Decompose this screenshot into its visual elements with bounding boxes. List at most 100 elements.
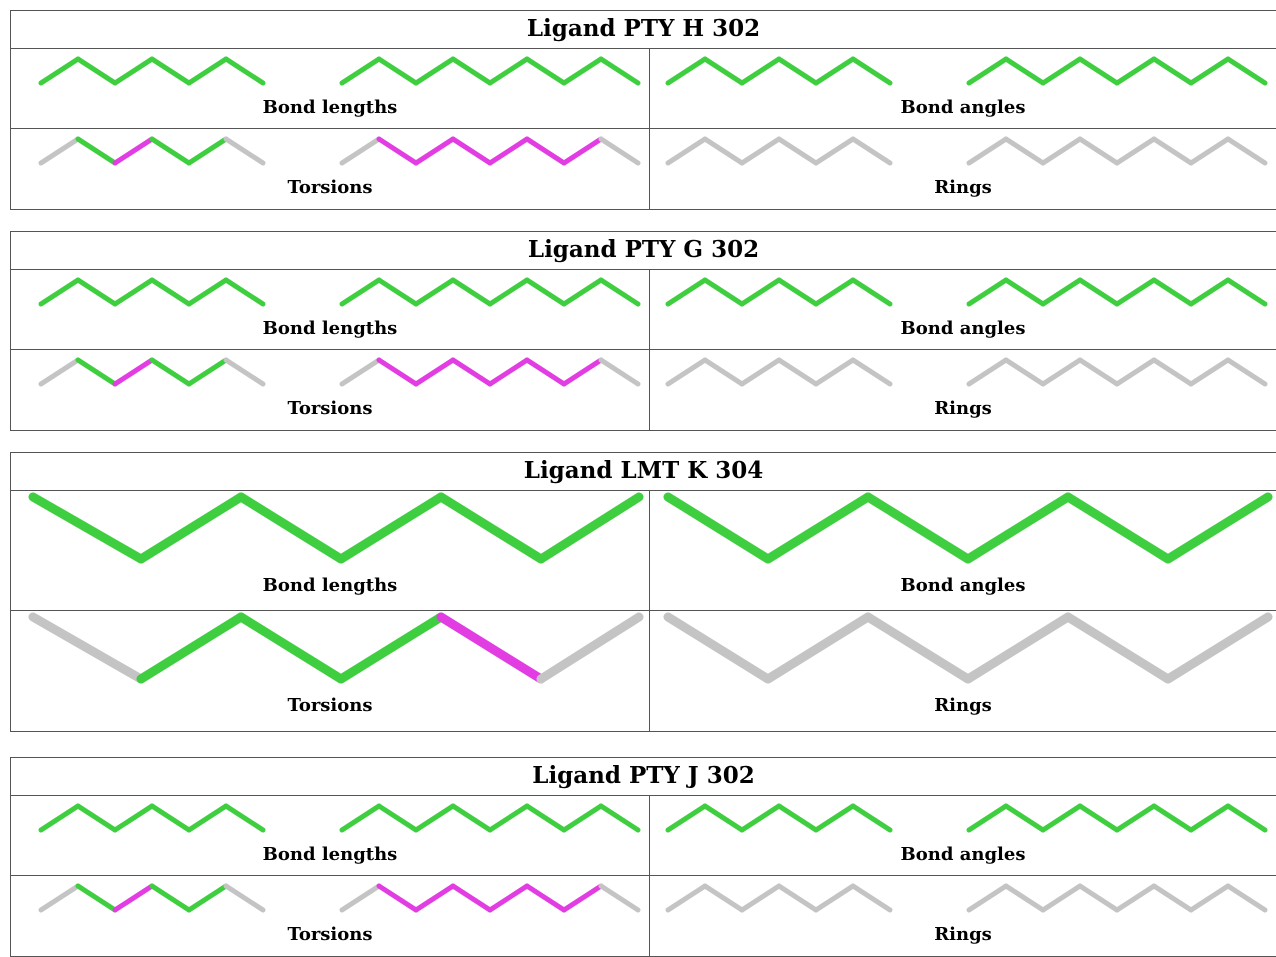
bond-stick	[223, 803, 266, 833]
bond-stick	[966, 357, 1009, 387]
bond-stick	[665, 803, 708, 833]
bond-stick	[850, 136, 893, 166]
geometry-cell-bond-lengths: Bond lengths	[11, 491, 650, 611]
bond-stick	[450, 56, 493, 86]
bond-stick	[702, 803, 745, 833]
bond-stick	[186, 883, 229, 913]
bond-stick	[339, 56, 382, 86]
bond-stick	[813, 803, 856, 833]
geometry-row: Bond lengths Bond angles	[11, 796, 1276, 876]
bond-stick	[1040, 136, 1083, 166]
geometry-cell-torsions: Torsions	[11, 129, 650, 209]
bond-stick	[763, 612, 873, 684]
bond-stick	[739, 56, 782, 86]
geometry-row: Torsions Rings	[11, 876, 1276, 956]
bond-stick	[339, 883, 382, 913]
geometry-row: Bond lengths Bond angles	[11, 49, 1276, 129]
geometry-cell-rings: Rings	[650, 876, 1276, 956]
bond-stick	[536, 612, 644, 684]
bond-stick	[75, 883, 118, 913]
bond-stick	[112, 136, 155, 166]
bond-stick	[561, 277, 604, 307]
ligand-table: Ligand LMT K 304 Bond lengths Bond angles T…	[10, 452, 1276, 732]
bond-stick	[561, 883, 604, 913]
geometry-cell-rings: Rings	[650, 350, 1276, 430]
bond-stick	[1114, 277, 1157, 307]
bond-stick	[850, 803, 893, 833]
bond-stick	[487, 803, 530, 833]
bond-stick	[1188, 883, 1231, 913]
geometry-label: Torsions	[287, 398, 373, 419]
bond-stick	[524, 357, 567, 387]
geometry-label: Bond lengths	[262, 575, 398, 596]
bond-stick	[339, 357, 382, 387]
bond-stick	[598, 136, 641, 166]
bond-stick	[561, 803, 604, 833]
bond-stick	[1114, 357, 1157, 387]
bond-stick	[186, 803, 229, 833]
bond-stick	[813, 56, 856, 86]
bond-stick	[223, 357, 266, 387]
bond-stick	[1003, 56, 1046, 86]
geometry-row: Bond lengths Bond angles	[11, 270, 1276, 350]
bond-stick	[149, 56, 192, 86]
bond-stick	[850, 883, 893, 913]
bond-stick	[776, 277, 819, 307]
bond-stick	[336, 612, 446, 684]
bond-stick	[850, 277, 893, 307]
bond-stick	[487, 136, 530, 166]
ligand-title: Ligand PTY J 302	[11, 758, 1276, 796]
bond-stick	[665, 136, 708, 166]
bond-stick	[1151, 136, 1194, 166]
bond-stick	[963, 612, 1073, 684]
geometry-label: Rings	[934, 924, 992, 945]
bond-stick	[450, 357, 493, 387]
bond-stick	[376, 883, 419, 913]
bond-stick	[1225, 803, 1268, 833]
bond-stick	[524, 277, 567, 307]
bond-stick	[1114, 136, 1157, 166]
bond-stick	[776, 883, 819, 913]
bond-stick	[376, 56, 419, 86]
molecule-icon	[663, 492, 1273, 564]
bond-stick	[739, 357, 782, 387]
bond-stick	[450, 136, 493, 166]
molecule-icon	[38, 357, 641, 387]
geometry-row: Torsions Rings	[11, 350, 1276, 430]
geometry-cell-bond-angles: Bond angles	[650, 796, 1276, 876]
bond-stick	[28, 492, 146, 564]
bond-stick	[1114, 883, 1157, 913]
bond-stick	[524, 803, 567, 833]
bond-stick	[561, 357, 604, 387]
geometry-cell-rings: Rings	[650, 611, 1276, 731]
bond-stick	[413, 136, 456, 166]
geometry-cell-bond-angles: Bond angles	[650, 270, 1276, 350]
ligand-title: Ligand PTY G 302	[11, 232, 1276, 270]
molecule-icon	[28, 612, 644, 684]
bond-stick	[665, 883, 708, 913]
bond-stick	[598, 803, 641, 833]
molecule-icon	[665, 803, 1268, 833]
bond-stick	[1077, 803, 1120, 833]
bond-stick	[1077, 277, 1120, 307]
bond-stick	[376, 357, 419, 387]
molecule-icon	[663, 612, 1273, 684]
bond-stick	[1151, 357, 1194, 387]
bond-stick	[665, 56, 708, 86]
geometry-label: Bond lengths	[262, 97, 398, 118]
bond-stick	[223, 56, 266, 86]
geometry-cell-torsions: Torsions	[11, 876, 650, 956]
geometry-cell-bond-angles: Bond angles	[650, 49, 1276, 129]
bond-stick	[776, 803, 819, 833]
bond-stick	[763, 492, 873, 564]
bond-stick	[966, 803, 1009, 833]
bond-stick	[1188, 357, 1231, 387]
bond-stick	[561, 56, 604, 86]
bond-stick	[136, 612, 246, 684]
geometry-label: Bond lengths	[262, 844, 398, 865]
bond-stick	[966, 883, 1009, 913]
molecule-icon	[665, 56, 1268, 86]
bond-stick	[663, 612, 773, 684]
geometry-row: Torsions Rings	[11, 611, 1276, 731]
bond-stick	[112, 883, 155, 913]
